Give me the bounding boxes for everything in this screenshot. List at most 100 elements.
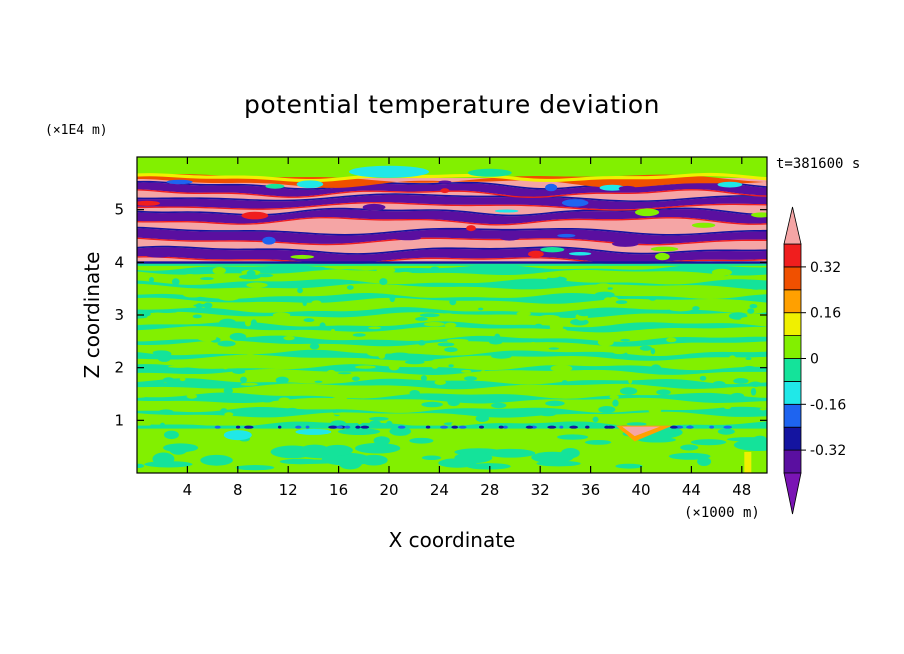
field-blob	[367, 387, 383, 392]
field-blob	[346, 285, 354, 290]
field-blob	[723, 405, 732, 409]
eddy	[137, 200, 160, 206]
field-blob	[366, 349, 387, 357]
field-blob	[594, 291, 615, 299]
field-blob	[355, 365, 376, 369]
cold-spot	[214, 425, 221, 429]
x-tick-label: 36	[581, 481, 600, 499]
cold-spot	[360, 425, 370, 429]
colorbar-label: 0	[810, 352, 819, 368]
field-blob	[302, 299, 307, 307]
colorbar-segment	[783, 289, 802, 314]
field-blob	[725, 390, 743, 393]
colorbar-label: 0.32	[810, 260, 841, 276]
x-axis: 4 8 12 16 20 24 28 32 36 40 44 48	[183, 157, 751, 499]
y-axis-label: Z coordinate	[80, 252, 104, 379]
field-blob	[609, 394, 619, 400]
eddy	[655, 252, 670, 261]
field-blob	[595, 283, 611, 289]
field-blob	[331, 396, 348, 402]
cold-layer-edge	[137, 193, 767, 203]
cold-spot	[355, 425, 361, 429]
field-blob	[648, 407, 662, 414]
layer-minus-0.08	[137, 278, 767, 290]
cold-spot	[277, 425, 282, 429]
cold-spot	[569, 425, 579, 429]
field-blob	[278, 397, 291, 403]
field-blob	[475, 414, 490, 423]
eddy	[568, 252, 592, 256]
field-blob	[332, 412, 355, 415]
field-blob	[484, 265, 490, 273]
field-blob	[407, 404, 419, 409]
field-blob	[149, 277, 155, 283]
field-blob	[244, 347, 257, 356]
field-blob	[330, 420, 347, 428]
field-blob	[717, 428, 735, 435]
field-blob	[354, 442, 401, 454]
field-blob	[417, 340, 426, 346]
colorbar-label: 0.16	[810, 306, 841, 322]
eddy	[466, 225, 476, 232]
field-blob	[538, 315, 560, 320]
field-blob	[368, 326, 382, 330]
field-blob	[186, 394, 198, 399]
field-blob	[437, 342, 455, 347]
y-tick-label: 5	[114, 201, 124, 219]
field-blob	[491, 402, 507, 409]
chart-title: potential temperature deviation	[244, 90, 660, 119]
field-blob	[404, 360, 425, 365]
field-blob	[218, 293, 240, 301]
field-blob	[728, 355, 737, 363]
x-tick-label: 16	[329, 481, 348, 499]
field-blob	[419, 313, 440, 318]
x-tick-label: 44	[682, 481, 701, 499]
eddy	[634, 208, 660, 217]
field-blob	[212, 267, 226, 275]
field-blob	[220, 408, 228, 413]
warm-plume	[622, 426, 660, 437]
field-blob	[137, 395, 147, 398]
field-blob	[451, 422, 460, 427]
cold-spot	[547, 425, 557, 429]
field-blob	[325, 369, 337, 378]
field-blob	[240, 382, 258, 386]
eddy	[265, 183, 285, 189]
layer-boundary	[137, 263, 767, 266]
field-blob	[373, 436, 390, 446]
field-blob	[359, 454, 388, 466]
eddy	[557, 233, 576, 238]
field-blob	[388, 362, 400, 371]
field-blob	[318, 366, 331, 372]
field-blob	[352, 333, 366, 337]
eddy	[499, 234, 520, 241]
eddy	[394, 236, 421, 241]
field-blob	[748, 381, 762, 387]
field-blob	[163, 430, 179, 440]
warm-spot	[744, 451, 752, 473]
cold-spot	[604, 425, 610, 429]
field-blob	[369, 420, 381, 426]
field-blob	[232, 369, 246, 374]
field-blob	[598, 405, 616, 414]
field-blob	[223, 387, 233, 395]
field-blob	[577, 311, 591, 317]
eddy	[166, 179, 193, 185]
field-blob	[200, 277, 214, 281]
field-blob	[423, 322, 445, 327]
eddy	[751, 212, 767, 218]
eddy	[599, 184, 625, 191]
field-blob	[430, 266, 439, 270]
y-axis: 1 2 3 4 5	[114, 201, 767, 429]
eddy	[296, 180, 324, 189]
field-blob	[330, 329, 335, 334]
field-blob	[169, 443, 188, 455]
time-label: t=381600 s	[776, 156, 860, 172]
field-blob	[155, 350, 172, 358]
field-blob	[597, 338, 614, 347]
field-blob	[409, 437, 434, 444]
field-blob	[480, 370, 486, 373]
field-blob	[531, 451, 574, 464]
eddy	[290, 254, 315, 259]
warm-layer-edge	[137, 256, 767, 265]
